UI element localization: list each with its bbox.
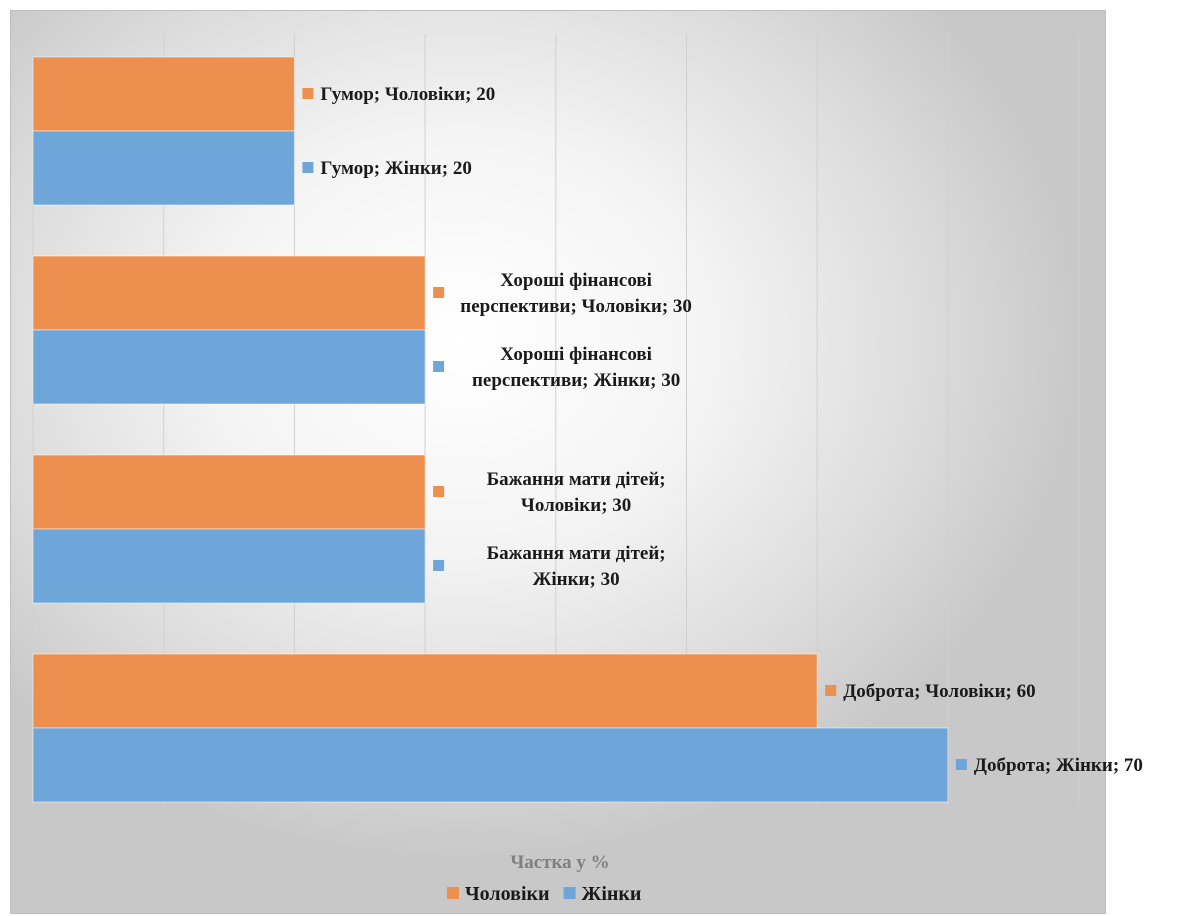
data-label: Хороші фінансові перспективи; Чоловіки; 3…: [433, 270, 692, 317]
data-label-text: Гумор; Чоловіки; 20: [320, 84, 495, 105]
data-label: Доброта; Жінки; 70: [955, 755, 1143, 776]
data-label-marker: [433, 287, 445, 298]
data-label-text: Доброта; Жінки; 70: [974, 755, 1143, 776]
data-label-marker: [302, 162, 314, 173]
bar-men-0: [32, 653, 818, 729]
data-label-text: Чоловіки; 30: [521, 495, 631, 516]
bar-women-3: [32, 130, 295, 206]
data-label: Гумор; Чоловіки; 20: [302, 84, 495, 105]
legend-label: Чоловіки: [465, 883, 550, 905]
bar-men-2: [32, 255, 426, 331]
data-label-text: Бажання мати дітей;: [487, 543, 666, 564]
data-label: Гумор; Жінки; 20: [302, 158, 472, 179]
legend-swatch: [563, 887, 576, 899]
data-label-text: перспективи; Чоловіки; 30: [460, 296, 692, 317]
data-label: Доброта; Чоловіки; 60: [825, 681, 1036, 702]
bar-men-3: [32, 56, 295, 132]
data-label-marker: [433, 560, 445, 571]
data-label-text: Гумор; Жінки; 20: [320, 158, 471, 179]
data-label-marker: [825, 685, 837, 696]
data-label-text: перспективи; Жінки; 30: [472, 370, 680, 391]
bar-men-1: [32, 454, 426, 530]
legend-label: Жінки: [582, 883, 642, 905]
x-axis-title: Частка у %: [510, 852, 609, 873]
data-label-marker: [433, 361, 445, 372]
data-label-marker: [955, 759, 967, 770]
legend: Чоловіки Жінки: [447, 883, 641, 905]
data-label-text: Хороші фінансові: [500, 344, 652, 365]
data-label: Бажання мати дітей; Чоловіки; 30: [433, 469, 666, 516]
bar-women-1: [32, 528, 426, 604]
data-label-marker: [433, 486, 445, 497]
data-label-text: Доброта; Чоловіки; 60: [843, 681, 1035, 702]
bar-women-2: [32, 329, 426, 405]
data-label-text: Жінки; 30: [533, 569, 620, 590]
data-label: Хороші фінансові перспективи; Жінки; 30: [433, 344, 680, 391]
data-label-text: Бажання мати дітей;: [487, 469, 666, 490]
data-label: Бажання мати дітей; Жінки; 30: [433, 543, 666, 590]
data-label-text: Хороші фінансові: [500, 270, 652, 291]
data-labels: Доброта; Чоловіки; 60 Доброта; Жінки; 70 Б…: [302, 84, 1143, 776]
bars: [32, 56, 949, 803]
data-label-marker: [302, 88, 314, 99]
legend-swatch: [447, 887, 459, 899]
bar-women-0: [32, 727, 949, 803]
